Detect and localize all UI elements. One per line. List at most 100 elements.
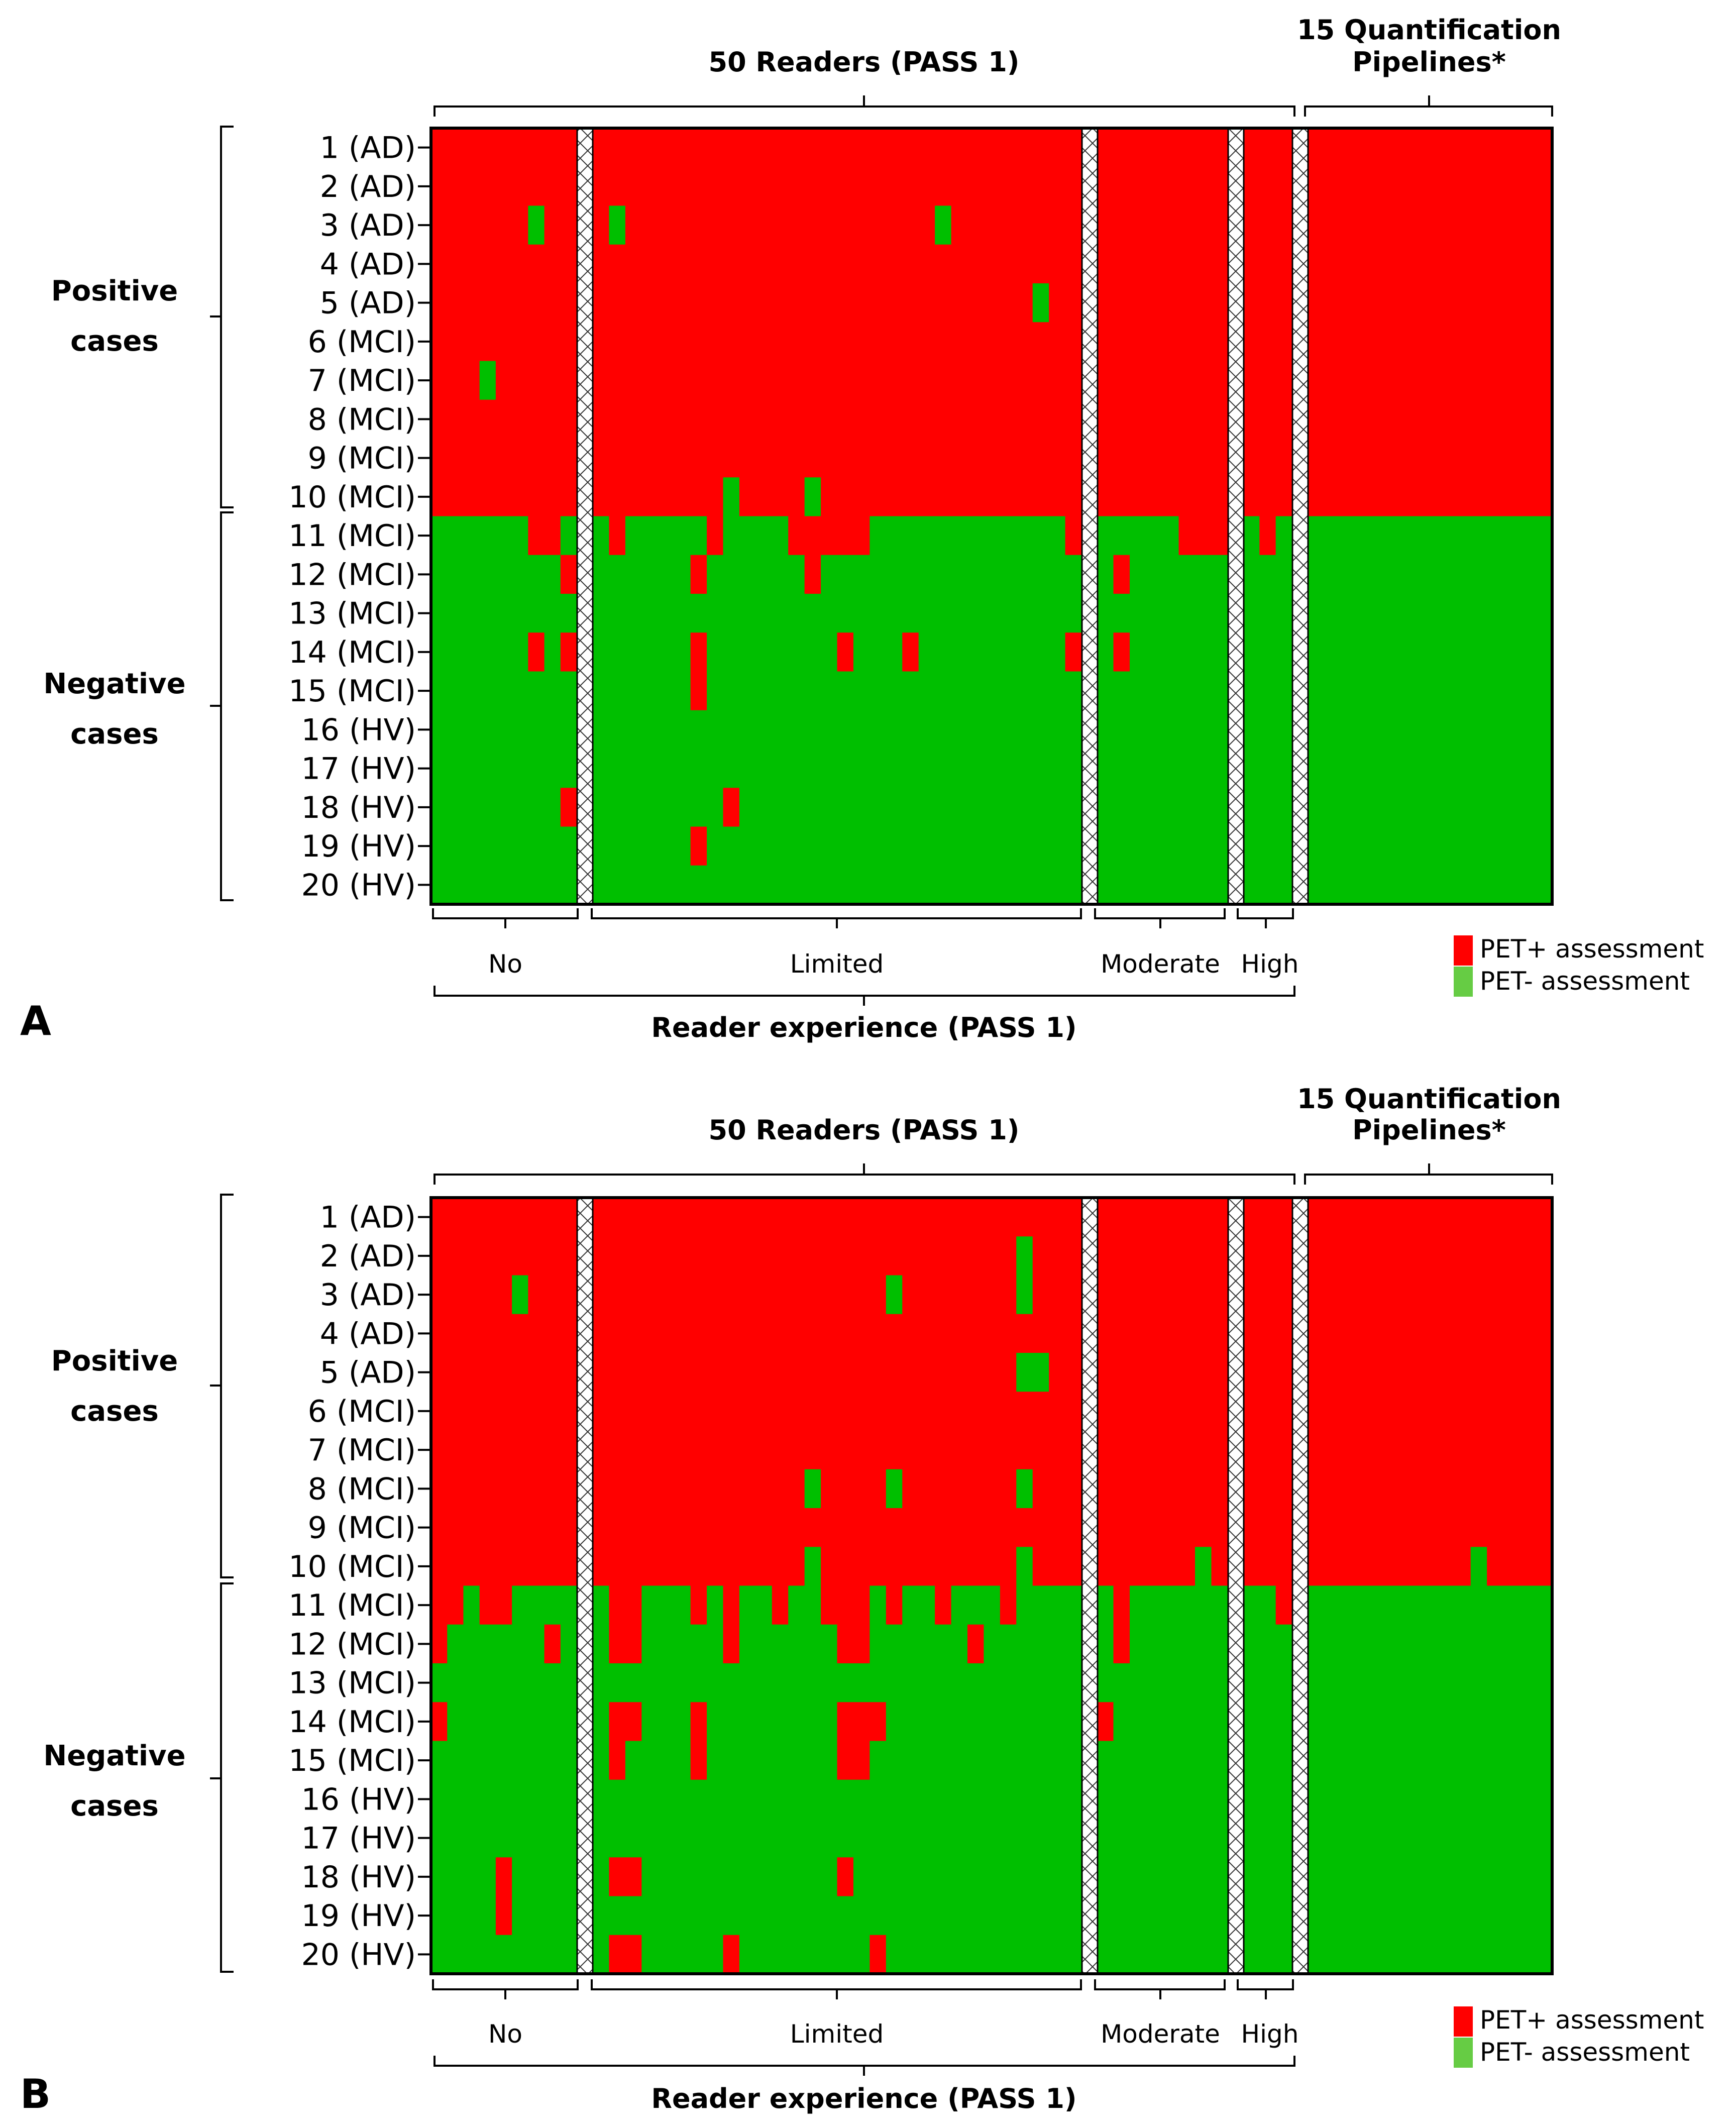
heatmap-cell	[1146, 1896, 1163, 1936]
heatmap-cell	[658, 322, 675, 362]
heatmap-cell	[658, 555, 675, 594]
heatmap-cell	[1259, 167, 1276, 206]
heatmap-cell	[674, 399, 691, 439]
heatmap-cell	[1275, 322, 1292, 362]
heatmap-cell	[886, 1275, 903, 1315]
readers-brace	[433, 95, 1295, 117]
heatmap-cell	[1178, 632, 1196, 672]
legend: PET+ assessment PET- assessment	[1454, 2005, 1704, 2068]
heatmap-cell	[1340, 826, 1357, 866]
heatmap-cell	[870, 1819, 887, 1858]
high-brace	[1237, 908, 1294, 928]
heatmap-cell	[1422, 1585, 1439, 1625]
heatmap-cell	[723, 1275, 740, 1315]
heatmap-cell	[1340, 439, 1357, 478]
heatmap-cell	[593, 1896, 610, 1936]
heatmap-cell	[674, 1508, 691, 1547]
heatmap-cell	[1130, 1314, 1147, 1353]
heatmap-cell	[951, 1353, 968, 1392]
heatmap-cell	[431, 632, 448, 672]
heatmap-cell	[1308, 1236, 1325, 1276]
heatmap-cell	[1130, 361, 1147, 400]
heatmap-cell	[1389, 439, 1406, 478]
heatmap-cell	[1454, 516, 1471, 556]
heatmap-cell	[1097, 1896, 1114, 1936]
heatmap-cell	[625, 1430, 642, 1470]
heatmap-cell	[1389, 1779, 1406, 1819]
heatmap-cell	[544, 1236, 561, 1276]
heatmap-cell	[984, 555, 1001, 594]
heatmap-cell	[690, 1819, 707, 1858]
heatmap-cell	[1324, 710, 1341, 750]
heatmap-cell	[1113, 1353, 1130, 1392]
heatmap-cell	[1340, 1779, 1357, 1819]
heatmap-cell	[1243, 1430, 1260, 1470]
heatmap-cell	[837, 361, 854, 400]
case-label: 11 (MCI)	[288, 1588, 416, 1623]
heatmap-cell	[1146, 1702, 1163, 1742]
heatmap-cell	[528, 477, 545, 517]
heatmap-cell	[690, 1469, 707, 1509]
heatmap-cell	[495, 1702, 512, 1742]
heatmap-cell	[512, 1896, 528, 1936]
heatmap-cell	[1146, 361, 1163, 400]
heatmap-cell	[625, 1236, 642, 1276]
heatmap-cell	[625, 555, 642, 594]
heatmap-cell	[1032, 439, 1049, 478]
heatmap-cell	[804, 788, 821, 827]
heatmap-cell	[951, 1469, 968, 1509]
heatmap-cell	[886, 1857, 903, 1897]
heatmap-cell	[853, 1353, 870, 1392]
heatmap-cell	[804, 1275, 821, 1315]
heatmap-cell	[1259, 865, 1276, 905]
heatmap-cell	[1454, 1624, 1471, 1664]
heatmap-cell	[528, 1585, 545, 1625]
heatmap-cell	[1211, 1469, 1228, 1509]
heatmap-cell	[1113, 516, 1130, 556]
heatmap-cell	[479, 1547, 496, 1586]
heatmap-cell	[723, 399, 740, 439]
heatmap-cell	[967, 1779, 984, 1819]
heatmap-cell	[1520, 283, 1537, 323]
heatmap-cell	[593, 128, 610, 167]
heatmap-cell	[690, 1857, 707, 1897]
heatmap-cell	[1259, 1702, 1276, 1742]
heatmap-cell	[788, 632, 805, 672]
heatmap-cell	[1195, 477, 1212, 517]
heatmap-cell	[658, 594, 675, 633]
heatmap-cell	[755, 788, 773, 827]
heatmap-cell	[1032, 671, 1049, 711]
heatmap-cell	[1503, 555, 1520, 594]
heatmap-cell	[837, 671, 854, 711]
heatmap-cell	[1146, 516, 1163, 556]
heatmap-cell	[1324, 1508, 1341, 1547]
heatmap-cell	[984, 1314, 1001, 1353]
heatmap-cell	[886, 1702, 903, 1742]
heatmap-cell	[707, 749, 724, 788]
heatmap-cell	[1000, 399, 1017, 439]
heatmap-cell	[1146, 826, 1163, 866]
heatmap-cell	[821, 1314, 838, 1353]
heatmap-cell	[967, 826, 984, 866]
heatmap-cell	[1195, 865, 1212, 905]
heatmap-cell	[1520, 1663, 1537, 1703]
heatmap-cell	[1275, 1585, 1292, 1625]
heatmap-cell	[723, 439, 740, 478]
heatmap-cell	[431, 361, 448, 400]
heatmap-cell	[1503, 1779, 1520, 1819]
heatmap-cell	[479, 632, 496, 672]
heatmap-cell	[1275, 516, 1292, 556]
high-brace	[1237, 1979, 1294, 1999]
heatmap-cell	[463, 167, 480, 206]
heatmap-cell	[593, 1236, 610, 1276]
heatmap-cell	[886, 1741, 903, 1780]
heatmap-cell	[674, 555, 691, 594]
heatmap-cell	[935, 1779, 952, 1819]
case-labels: 1 (AD)2 (AD)3 (AD)4 (AD)5 (AD)6 (MCI)7 (…	[288, 1200, 431, 1972]
heatmap-cell	[821, 788, 838, 827]
heatmap-cell	[1405, 632, 1422, 672]
heatmap-cell	[723, 1547, 740, 1586]
heatmap-cell	[1049, 710, 1066, 750]
exp-limited-label: Limited	[790, 2019, 884, 2049]
heatmap-cell	[723, 1236, 740, 1276]
